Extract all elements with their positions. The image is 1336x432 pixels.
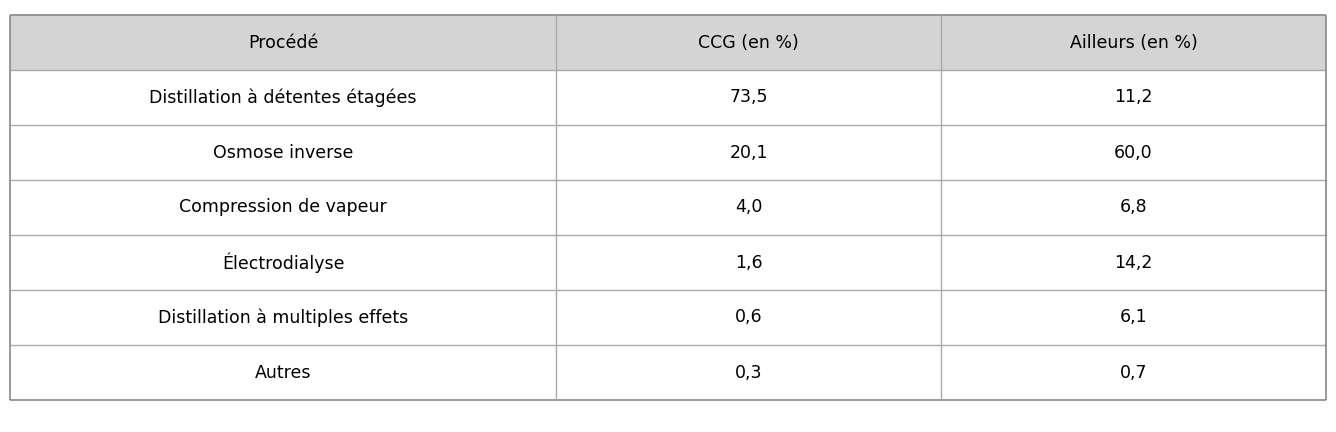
Bar: [556, 235, 941, 290]
Bar: [556, 70, 941, 125]
Text: 0,3: 0,3: [735, 363, 763, 381]
Bar: [941, 125, 1327, 180]
Bar: [9, 125, 556, 180]
Text: Distillation à multiples effets: Distillation à multiples effets: [158, 308, 409, 327]
Bar: [941, 15, 1327, 70]
Bar: [9, 15, 556, 70]
Text: 4,0: 4,0: [735, 198, 763, 216]
Bar: [556, 180, 941, 235]
Text: Procédé: Procédé: [248, 34, 318, 51]
Bar: [941, 180, 1327, 235]
Bar: [9, 290, 556, 345]
Text: Osmose inverse: Osmose inverse: [212, 143, 353, 162]
Text: 0,7: 0,7: [1120, 363, 1148, 381]
Bar: [9, 70, 556, 125]
Bar: [556, 15, 941, 70]
Text: 73,5: 73,5: [729, 89, 768, 107]
Text: 6,8: 6,8: [1120, 198, 1148, 216]
Bar: [556, 125, 941, 180]
Bar: [941, 290, 1327, 345]
Text: 1,6: 1,6: [735, 254, 763, 271]
Bar: [9, 180, 556, 235]
Text: 11,2: 11,2: [1114, 89, 1153, 107]
Bar: [9, 235, 556, 290]
Text: Électrodialyse: Électrodialyse: [222, 252, 345, 273]
Text: 0,6: 0,6: [735, 308, 763, 327]
Bar: [941, 70, 1327, 125]
Text: Compression de vapeur: Compression de vapeur: [179, 198, 387, 216]
Text: Autres: Autres: [255, 363, 311, 381]
Bar: [556, 290, 941, 345]
Bar: [9, 345, 556, 400]
Text: 6,1: 6,1: [1120, 308, 1148, 327]
Bar: [556, 345, 941, 400]
Text: 20,1: 20,1: [729, 143, 768, 162]
Bar: [941, 235, 1327, 290]
Bar: [941, 345, 1327, 400]
Text: CCG (en %): CCG (en %): [699, 34, 799, 51]
Text: Ailleurs (en %): Ailleurs (en %): [1070, 34, 1197, 51]
Text: 60,0: 60,0: [1114, 143, 1153, 162]
Text: 14,2: 14,2: [1114, 254, 1153, 271]
Text: Distillation à détentes étagées: Distillation à détentes étagées: [150, 88, 417, 107]
